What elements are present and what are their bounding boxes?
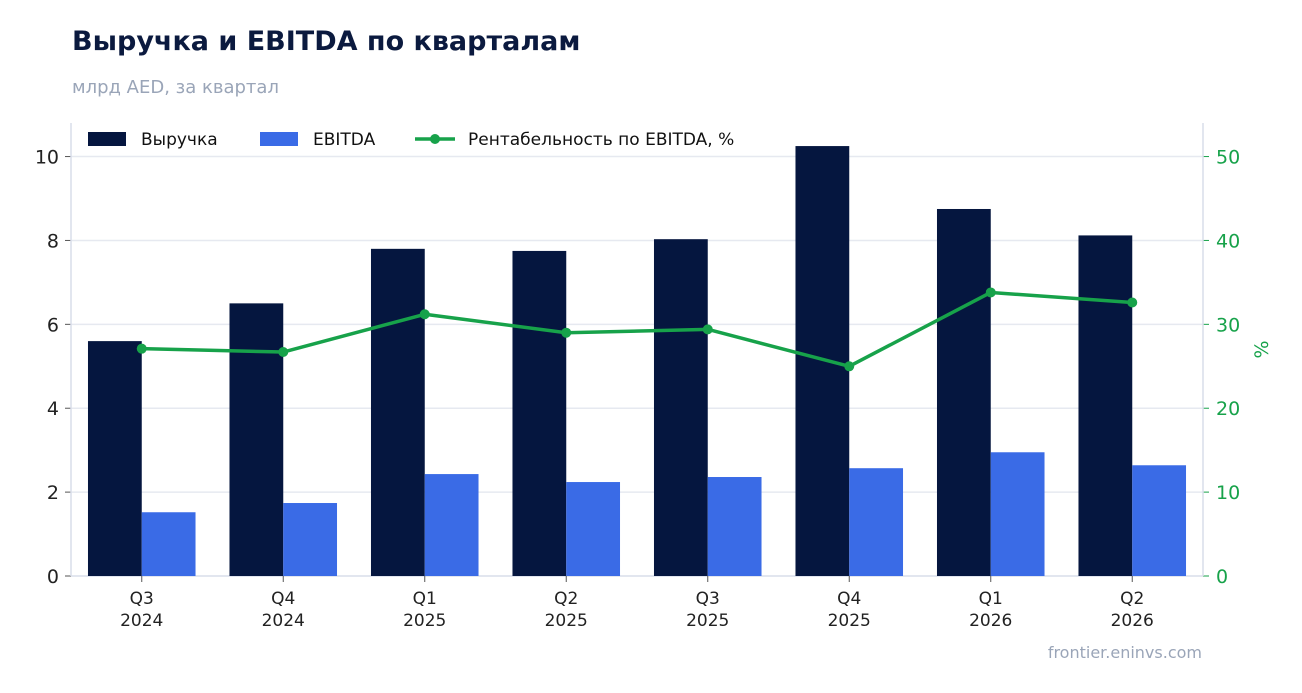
x-tick-label-year: 2025 xyxy=(545,611,588,631)
y2-axis-label: % xyxy=(1251,340,1273,358)
margin-point xyxy=(1127,297,1138,308)
y2-tick-label: 50 xyxy=(1216,147,1240,169)
x-tick-label-quarter: Q1 xyxy=(413,589,437,609)
y-tick-label: 2 xyxy=(47,482,59,504)
bar-ebitda xyxy=(424,474,479,576)
bar-revenue xyxy=(229,303,284,576)
y2-tick-label: 0 xyxy=(1216,566,1228,588)
x-tick-label-quarter: Q4 xyxy=(271,589,295,609)
bar-revenue xyxy=(512,250,567,577)
y-tick-label: 8 xyxy=(47,230,59,252)
margin-line xyxy=(141,290,1133,369)
bar-revenue xyxy=(936,208,991,576)
x-tick-label-quarter: Q1 xyxy=(979,589,1003,609)
bar-revenue xyxy=(370,248,425,577)
y2-tick-label: 20 xyxy=(1216,398,1240,420)
legend-marker-margin xyxy=(430,134,440,144)
y-tick-label: 6 xyxy=(47,314,59,336)
x-tick-label-quarter: Q4 xyxy=(837,589,861,609)
bar-ebitda xyxy=(566,482,621,576)
bar-revenue xyxy=(87,341,142,576)
margin-point xyxy=(702,324,713,335)
x-tick-label-quarter: Q2 xyxy=(554,589,578,609)
bar-ebitda xyxy=(283,503,338,576)
margin-point xyxy=(561,327,572,338)
x-tick-label-year: 2025 xyxy=(403,611,446,631)
bar-ebitda xyxy=(707,477,762,576)
x-tick-label-year: 2026 xyxy=(969,611,1012,631)
y-tick-label: 10 xyxy=(35,147,59,169)
x-tick-label-year: 2026 xyxy=(1111,611,1154,631)
margin-point xyxy=(136,343,147,354)
legend-label-margin: Рентабельность по EBITDA, % xyxy=(468,130,734,150)
x-tick-label-year: 2024 xyxy=(120,611,163,631)
y2-tick-label: 30 xyxy=(1216,314,1240,336)
bar-ebitda xyxy=(849,468,904,576)
bar-ebitda xyxy=(1132,465,1187,576)
y2-tick-label: 40 xyxy=(1216,230,1240,252)
legend-swatch-ebitda xyxy=(260,132,298,146)
margin-point xyxy=(985,287,996,298)
chart-subtitle: млрд AED, за квартал xyxy=(72,77,279,98)
margin-point xyxy=(278,347,289,358)
bar-ebitda xyxy=(141,512,196,576)
bar-revenue xyxy=(653,239,708,577)
x-tick-label-quarter: Q2 xyxy=(1120,589,1144,609)
y-tick-label: 0 xyxy=(47,566,59,588)
legend-label-revenue: Выручка xyxy=(141,130,218,150)
x-tick-label-year: 2024 xyxy=(262,611,305,631)
margin-point xyxy=(844,361,855,372)
x-tick-label-year: 2025 xyxy=(828,611,871,631)
source-label: frontier.eninvs.com xyxy=(1047,643,1202,662)
x-tick-label-quarter: Q3 xyxy=(696,589,720,609)
legend-label-ebitda: EBITDA xyxy=(313,130,376,150)
x-tick-label-year: 2025 xyxy=(686,611,729,631)
bar-revenue xyxy=(1078,235,1133,576)
bar-ebitda xyxy=(990,452,1045,576)
y-tick-label: 4 xyxy=(47,398,59,420)
chart-title: Выручка и EBITDA по кварталам xyxy=(72,26,581,57)
y2-tick-label: 10 xyxy=(1216,482,1240,504)
legend-swatch-revenue xyxy=(88,132,126,146)
margin-point xyxy=(419,309,430,320)
x-tick-label-quarter: Q3 xyxy=(130,589,154,609)
